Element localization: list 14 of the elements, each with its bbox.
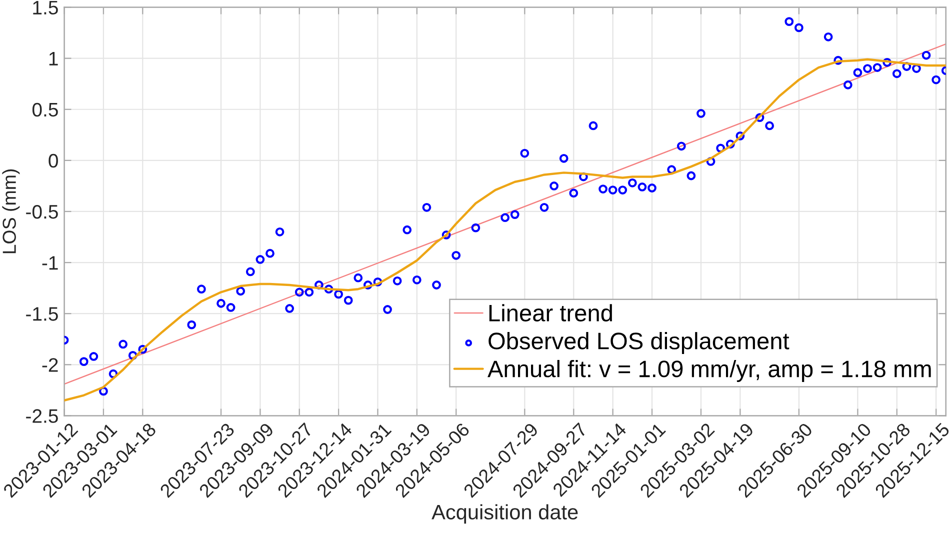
y-tick-label: -2.5	[26, 409, 58, 423]
y-tick-label: -1.5	[26, 307, 58, 321]
y-tick-label: 1	[49, 52, 58, 66]
y-tick-label: 0	[48, 154, 58, 168]
legend-label: Observed LOS displacement	[488, 332, 790, 354]
y-tick-label: -0.5	[26, 204, 58, 219]
y-tick-label: -1	[42, 256, 58, 270]
y-axis-title: LOS (mm)	[2, 169, 20, 254]
y-tick-label: 0.5	[32, 102, 58, 117]
legend-label: Linear trend	[489, 304, 612, 322]
legend-label: Annual fit: v = 1.09 mm/yr, amp = 1.18 mm	[488, 360, 931, 382]
y-tick-label: 1.5	[33, 0, 58, 15]
y-tick-label: -2	[42, 358, 58, 372]
x-axis-title: Acquisition date	[432, 504, 578, 524]
